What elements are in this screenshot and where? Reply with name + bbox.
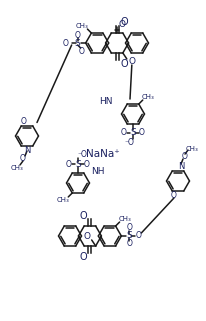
Text: HN: HN <box>99 97 113 106</box>
Text: N: N <box>178 161 184 170</box>
Text: NaNa⁺: NaNa⁺ <box>86 149 120 159</box>
Text: O: O <box>84 160 90 169</box>
Text: S: S <box>75 39 81 48</box>
Text: O: O <box>20 154 26 163</box>
Text: O: O <box>79 252 87 262</box>
Text: O: O <box>120 17 128 27</box>
Text: CH₃: CH₃ <box>186 146 198 152</box>
Text: O: O <box>126 239 132 248</box>
Text: O: O <box>119 20 126 29</box>
Text: O: O <box>63 39 69 48</box>
Text: O: O <box>182 152 188 160</box>
Text: N: N <box>24 146 30 155</box>
Text: O: O <box>171 191 177 200</box>
Text: NH: NH <box>91 167 105 176</box>
Text: O: O <box>75 30 81 39</box>
Text: O: O <box>139 128 145 137</box>
Text: S: S <box>126 231 132 240</box>
Text: O: O <box>66 160 72 169</box>
Text: S: S <box>130 128 136 137</box>
Text: CH₃: CH₃ <box>118 216 131 222</box>
Text: O: O <box>126 223 132 232</box>
Text: CH₃: CH₃ <box>57 197 70 203</box>
Text: O: O <box>83 232 90 241</box>
Text: O: O <box>79 211 87 221</box>
Text: ⁻O: ⁻O <box>77 150 87 159</box>
Text: S: S <box>75 160 81 169</box>
Text: CH₃: CH₃ <box>11 165 23 171</box>
Text: CH₃: CH₃ <box>141 94 154 100</box>
Text: O: O <box>135 231 141 240</box>
Text: O: O <box>21 117 27 126</box>
Text: O: O <box>79 47 85 56</box>
Text: CH₃: CH₃ <box>76 23 89 29</box>
Text: O: O <box>128 57 135 66</box>
Text: ⁻O: ⁻O <box>124 138 134 147</box>
Text: O: O <box>121 128 127 137</box>
Text: O: O <box>120 59 128 69</box>
